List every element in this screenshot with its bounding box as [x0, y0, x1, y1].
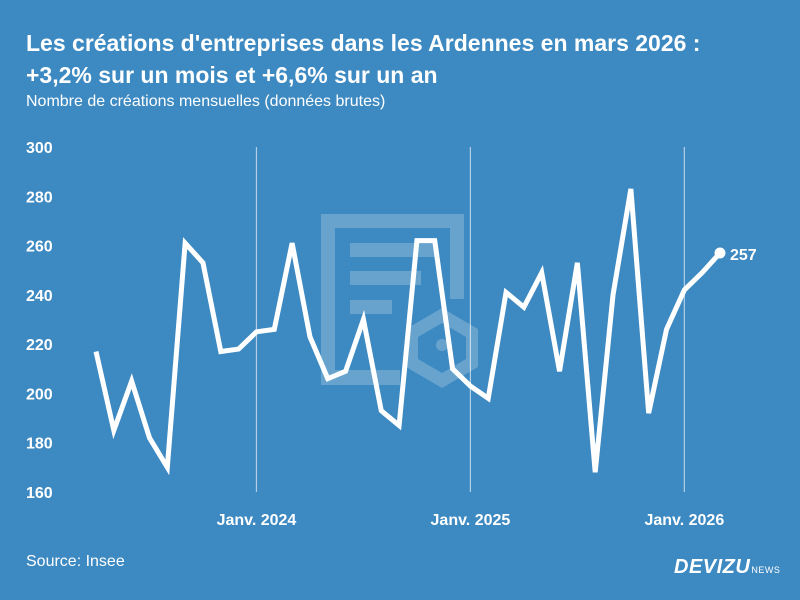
y-tick-label: 180	[26, 436, 53, 453]
series-line	[93, 188, 722, 476]
watermark-document-icon	[321, 214, 478, 388]
y-tick-label: 260	[26, 239, 53, 256]
devizu-logo: DEVIZUNEWS	[674, 556, 780, 579]
y-tick-label: 240	[26, 288, 53, 305]
last-value-label: 257	[730, 247, 757, 264]
logo-main: DEVIZU	[674, 556, 751, 578]
y-tick-label: 220	[26, 337, 53, 354]
y-tick-label: 280	[26, 189, 53, 206]
title-line-1: Les créations d'entreprises dans les Ard…	[26, 30, 701, 56]
logo-suffix: NEWS	[751, 565, 781, 575]
x-tick-label: Janv. 2025	[431, 512, 511, 529]
y-tick-label: 160	[26, 485, 53, 502]
chart-subtitle: Nombre de créations mensuelles (données …	[26, 93, 386, 110]
x-tick-label: Janv. 2026	[644, 512, 724, 529]
chart-title: Les créations d'entreprises dans les Ard…	[26, 27, 700, 91]
title-line-2: +3,2% sur un mois et +6,6% sur un an	[26, 62, 438, 88]
last-data-point	[714, 247, 726, 259]
x-tick-label: Janv. 2024	[217, 512, 297, 529]
y-tick-label: 300	[26, 140, 53, 157]
source-note: Source: Insee	[26, 553, 125, 570]
y-tick-label: 200	[26, 386, 53, 403]
